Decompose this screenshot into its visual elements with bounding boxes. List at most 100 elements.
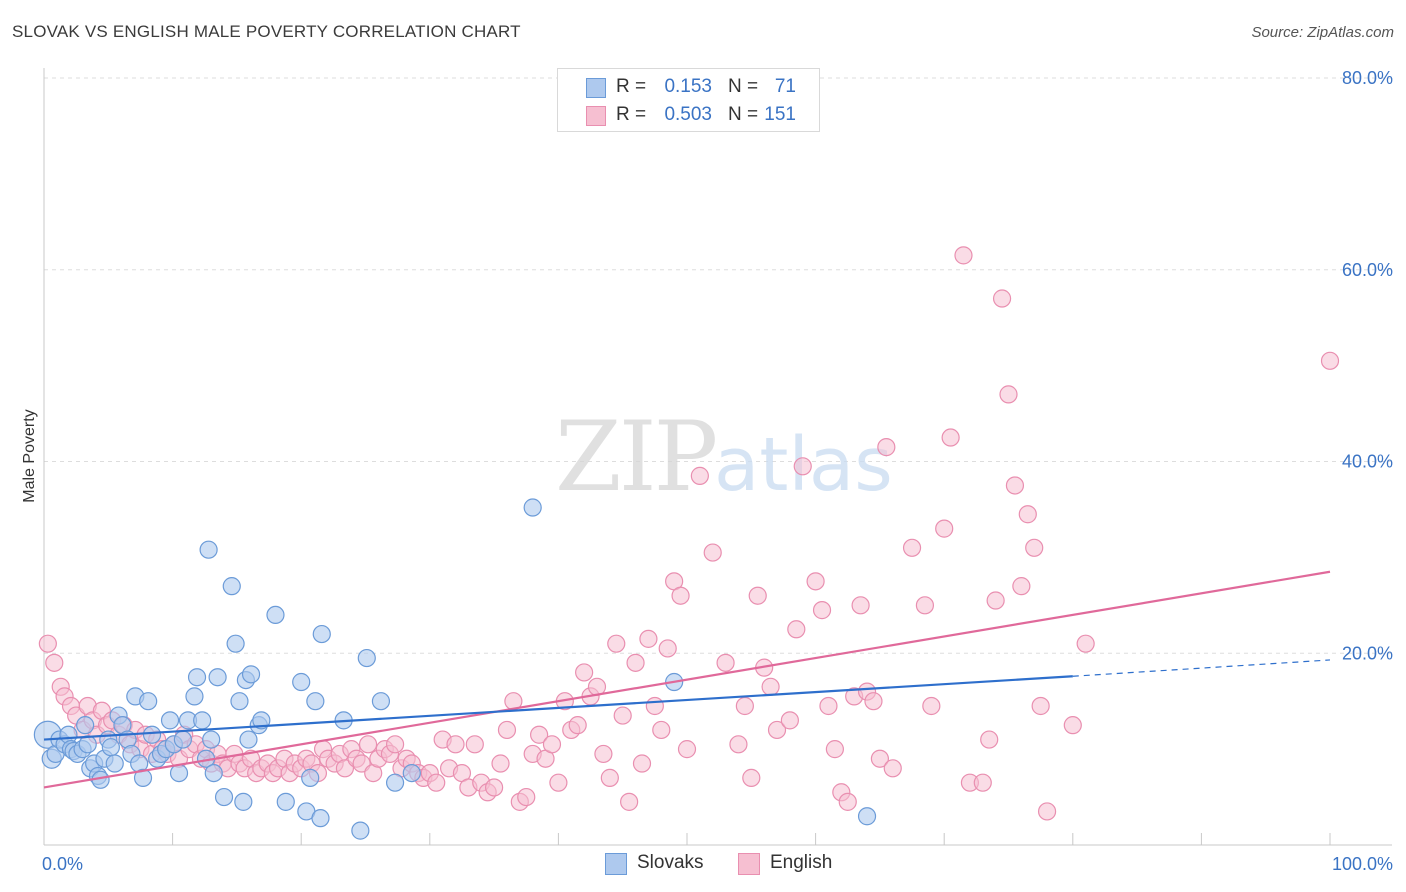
slovak-points (33, 498, 877, 840)
tick-labels: 20.0% 40.0% 60.0% 80.0% 0.0% 100.0% (42, 68, 1393, 874)
n-value: 151 (764, 104, 796, 125)
english-point (787, 620, 806, 639)
slovak-point (351, 821, 370, 840)
english-point (639, 629, 658, 648)
english-point (915, 596, 935, 615)
english-point (922, 696, 941, 716)
slovak-point (252, 711, 271, 730)
slovak-point (402, 763, 421, 783)
english-point (497, 720, 517, 740)
english-point (690, 466, 709, 485)
english-point (645, 696, 664, 716)
slovak-point (133, 768, 153, 787)
slovak-point (105, 754, 124, 773)
english-point (1025, 538, 1044, 557)
english-point (491, 754, 510, 773)
english-point (941, 428, 960, 447)
slovak-point (78, 735, 97, 754)
slovak-point (142, 725, 162, 744)
english-point (986, 591, 1005, 610)
english-point (742, 768, 761, 787)
gridlines (44, 77, 1392, 654)
english-point (883, 759, 902, 778)
english-point (530, 725, 549, 744)
english-point (658, 639, 677, 658)
english-point (1063, 716, 1082, 735)
english-point (594, 744, 613, 764)
english-point (812, 601, 832, 620)
watermark-zip: ZIP (555, 401, 716, 513)
english-point (1031, 696, 1050, 716)
y-tick-label: 60.0% (1342, 260, 1393, 280)
y-axis-label: Male Poverty (21, 409, 38, 502)
english-point (716, 653, 735, 672)
watermark: ZIP atlas (555, 401, 893, 513)
english-point (761, 677, 780, 696)
slovak-point (160, 711, 180, 730)
english-point (568, 716, 587, 735)
slovak-point (234, 792, 253, 811)
english-point (652, 720, 671, 740)
slovak-point (185, 687, 204, 706)
y-tick-label: 20.0% (1342, 643, 1393, 663)
slovak-point (385, 773, 405, 792)
english-point (902, 538, 922, 557)
english-point (613, 706, 632, 725)
slovak-point (357, 648, 376, 668)
y-tick-label: 80.0% (1342, 68, 1393, 88)
slovak-point (311, 809, 330, 828)
legend-label-english: English (770, 852, 833, 873)
slovak-point (292, 672, 311, 692)
slovak-point (301, 768, 320, 787)
slovak-trend-line (43, 675, 1073, 741)
english-point (1005, 476, 1025, 495)
slovak-point (169, 763, 189, 783)
n-value: 71 (774, 76, 796, 97)
r-value: 0.153 (664, 76, 712, 97)
y-tick-label: 40.0% (1342, 452, 1393, 472)
english-points (38, 246, 1340, 821)
slovak-trend-extension (1072, 659, 1331, 677)
english-point (1018, 505, 1037, 524)
english-point (780, 711, 799, 730)
slovak-point (371, 692, 391, 711)
x-tick-label: 0.0% (42, 854, 83, 874)
slovak-point (241, 665, 261, 684)
english-point (980, 730, 999, 749)
english-point (793, 457, 812, 476)
n-label: N = (728, 76, 759, 97)
stats-box: R = 0.153 N = 71 R = 0.503 N = 151 (557, 68, 820, 132)
english-point (1076, 634, 1095, 653)
trend-lines (43, 570, 1331, 789)
slovak-point (523, 498, 542, 517)
slovak-point (204, 763, 223, 783)
r-value: 0.503 (664, 104, 712, 125)
english-point (1012, 577, 1031, 596)
r-label: R = (616, 76, 647, 97)
english-point (607, 634, 626, 653)
english-point (877, 438, 896, 457)
english-point (620, 792, 639, 811)
english-point (517, 787, 536, 807)
english-point (935, 519, 954, 538)
stats-row-slovaks: R = 0.153 N = 71 (558, 74, 819, 102)
slovak-point (222, 577, 241, 596)
english-point (45, 653, 64, 672)
english-point (626, 653, 645, 672)
english-point (806, 572, 825, 591)
english-point (385, 735, 405, 754)
english-point (748, 586, 767, 605)
english-point (575, 663, 594, 682)
english-point (1037, 802, 1057, 821)
slovak-point (306, 692, 325, 711)
slovak-point (187, 668, 207, 687)
slovak-point (226, 634, 245, 653)
english-legend-swatch (738, 853, 760, 875)
english-point (600, 768, 619, 787)
stats-row-english: R = 0.503 N = 151 (558, 102, 819, 130)
r-label: R = (616, 104, 647, 125)
english-point (703, 543, 722, 562)
slovak-point (214, 787, 234, 807)
axes (43, 68, 1392, 846)
slovak-point (230, 692, 249, 711)
